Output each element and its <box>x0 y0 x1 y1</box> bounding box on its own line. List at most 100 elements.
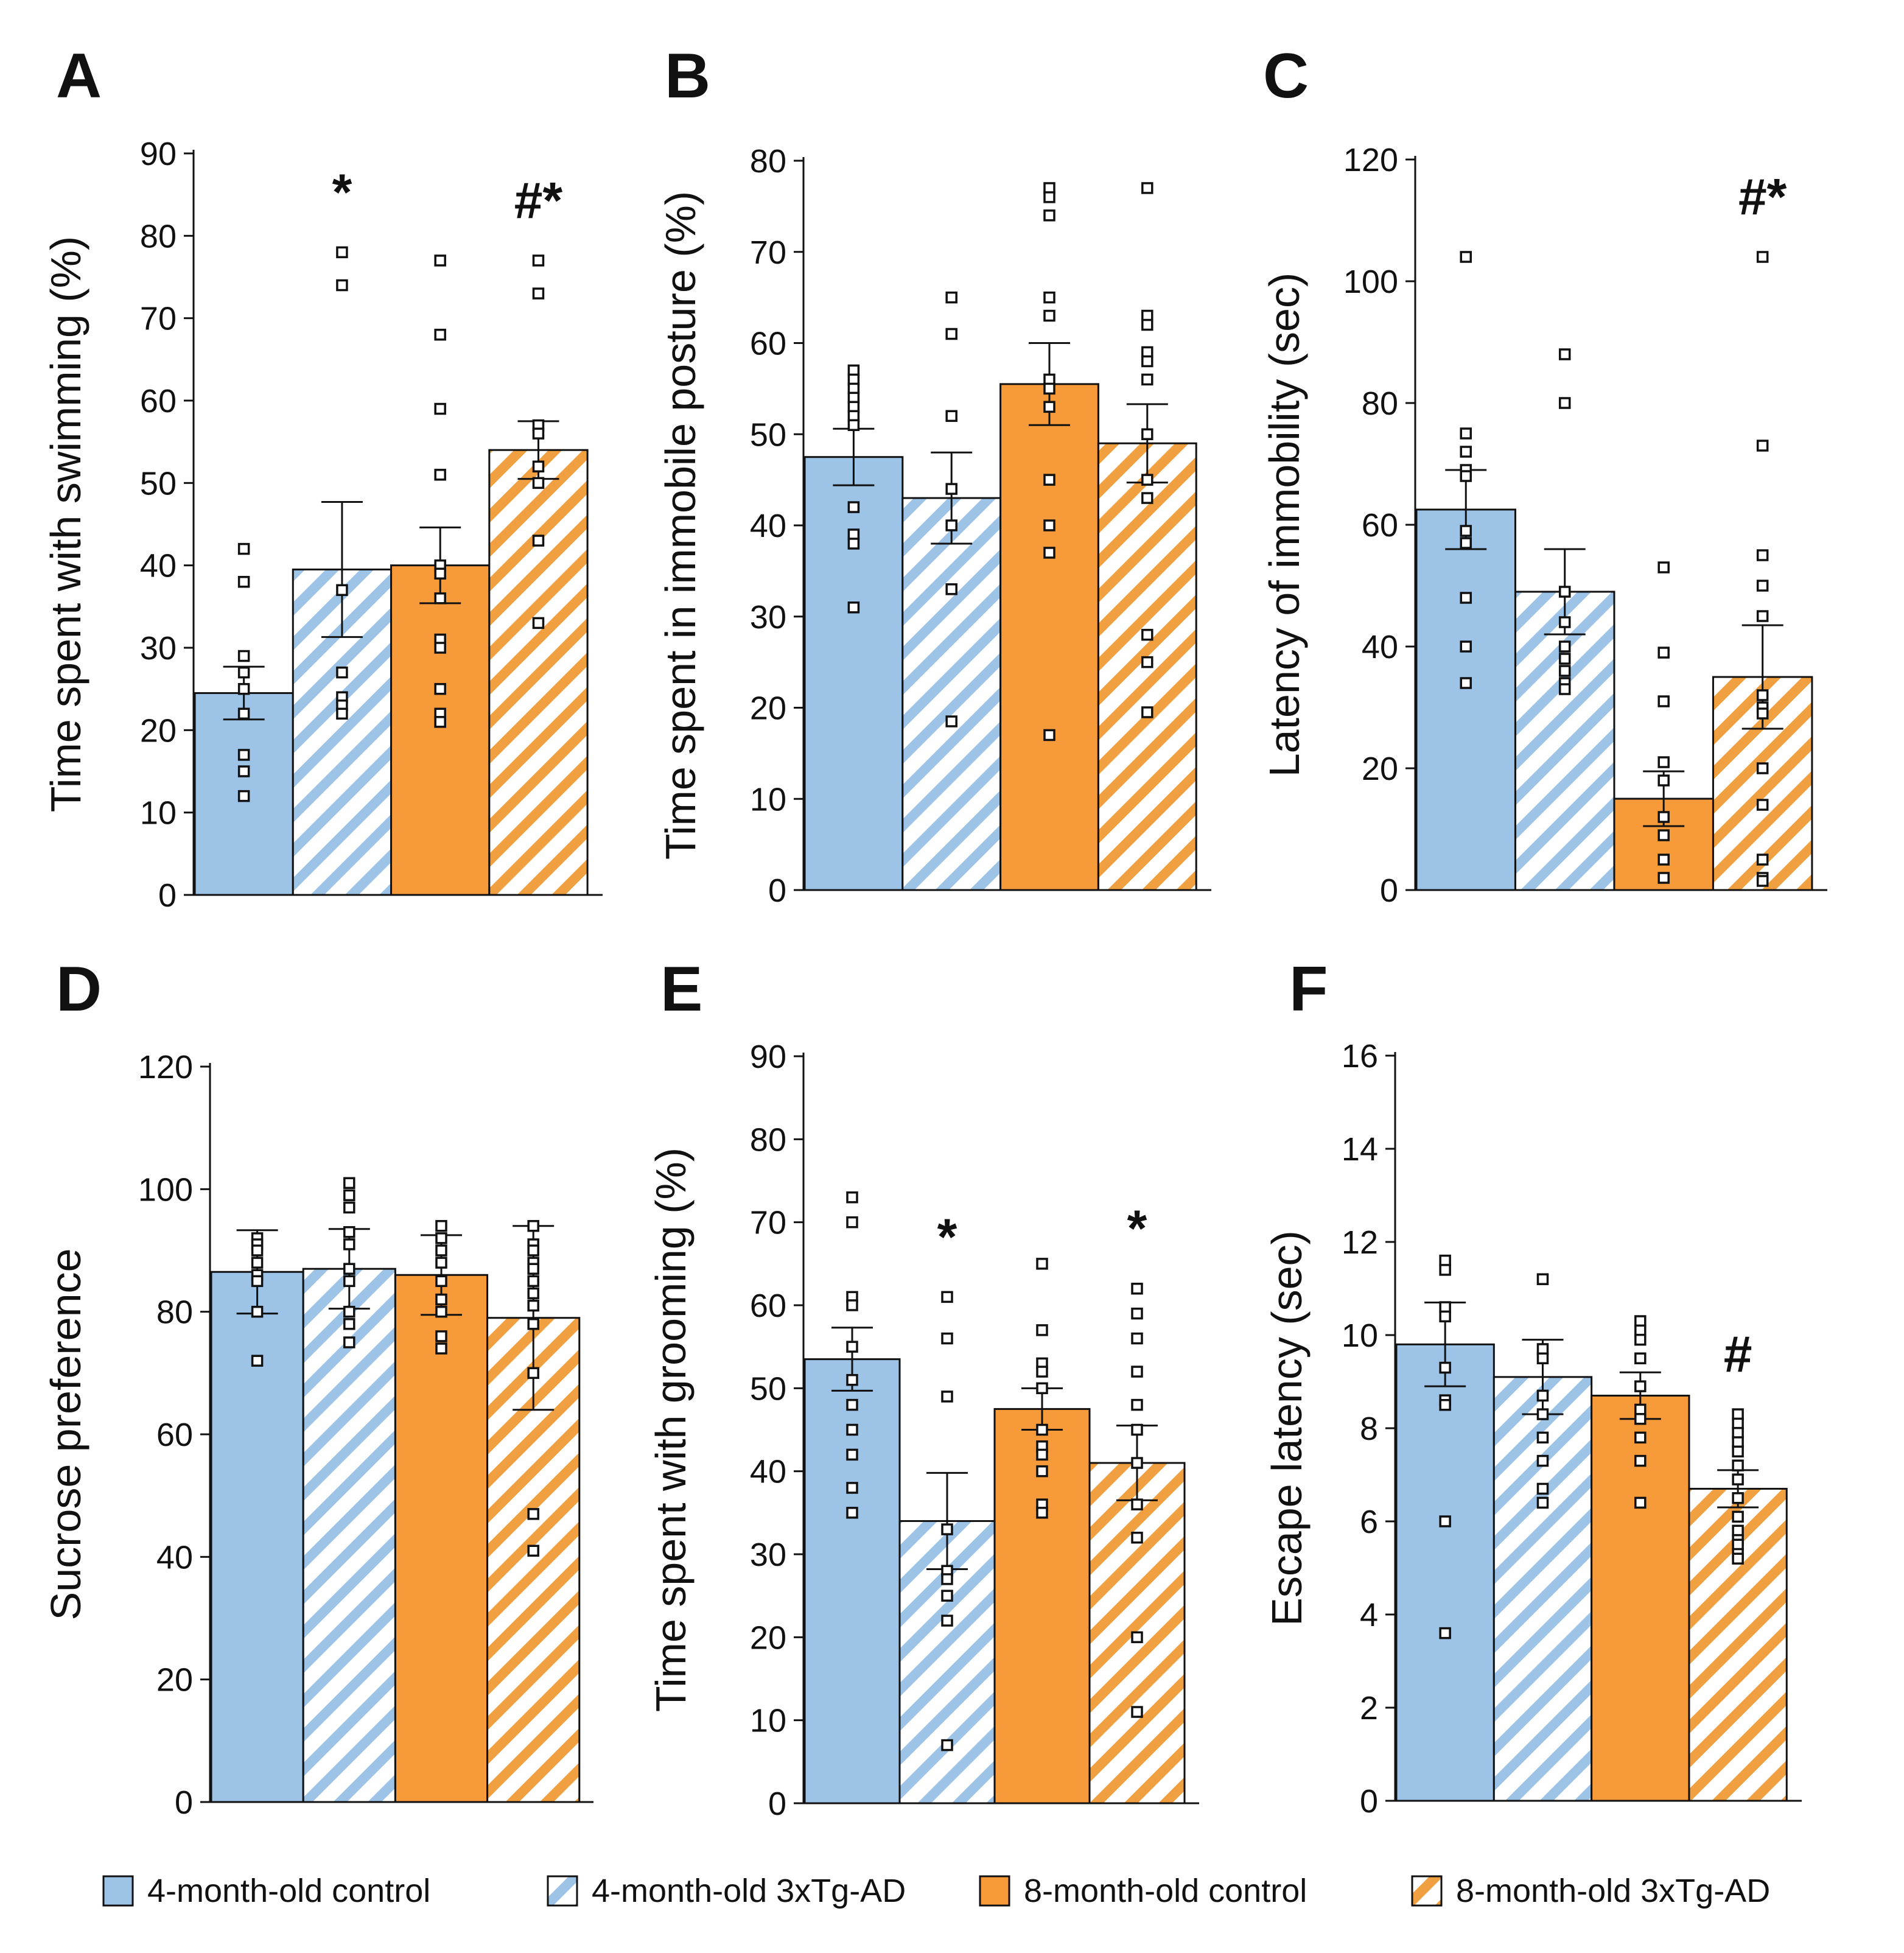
y-tick-label: 50 <box>140 465 177 502</box>
data-point <box>1036 1507 1048 1519</box>
data-point <box>1536 1482 1549 1495</box>
data-point <box>434 254 446 267</box>
data-point <box>1043 401 1055 413</box>
panel-label: A <box>56 41 102 111</box>
data-point <box>1558 397 1571 409</box>
legend-item-4: 8-month-old 3xTg-AD <box>1411 1873 1770 1909</box>
data-point <box>846 1423 858 1436</box>
data-point <box>1756 707 1769 720</box>
legend-item-3: 8-month-old control <box>979 1873 1307 1909</box>
data-point <box>1131 1498 1143 1510</box>
data-point <box>336 584 348 597</box>
data-point <box>1131 1457 1143 1469</box>
significance-marker: #* <box>514 172 563 229</box>
data-point <box>941 1615 953 1627</box>
data-point <box>945 583 957 595</box>
y-tick-label: 100 <box>1343 264 1398 300</box>
data-point <box>1460 640 1472 653</box>
y-tick-label: 40 <box>156 1539 193 1576</box>
data-point <box>847 419 860 432</box>
data-point <box>1036 1423 1048 1436</box>
data-point <box>1536 1454 1549 1467</box>
data-point <box>532 287 545 300</box>
y-tick-label: 60 <box>750 1288 786 1324</box>
y-tick-label: 10 <box>140 795 177 832</box>
data-point <box>527 1299 539 1312</box>
data-point <box>941 1590 953 1602</box>
y-tick-label: 80 <box>750 143 786 180</box>
data-point <box>434 402 446 415</box>
y-tick-label: 0 <box>158 877 177 914</box>
y-tick-label: 12 <box>1342 1224 1378 1261</box>
data-point <box>1043 519 1055 531</box>
data-point <box>237 707 250 720</box>
data-point <box>945 410 957 423</box>
data-point <box>1131 1423 1143 1436</box>
data-point <box>1131 1706 1143 1718</box>
panel-label: B <box>665 41 710 111</box>
y-tick-label: 40 <box>140 548 177 584</box>
data-point <box>336 279 348 292</box>
data-point <box>1657 647 1670 659</box>
data-point <box>941 1573 953 1585</box>
legend-item-2: 4-month-old 3xTg-AD <box>547 1873 906 1909</box>
panel-f: F Escape latency (sec) 0 2 4 6 8 10 12 14 16 # <box>1263 954 1802 1820</box>
data-point <box>1141 628 1153 641</box>
data-point <box>435 1342 447 1355</box>
data-point <box>435 1330 447 1342</box>
data-point <box>1756 762 1769 774</box>
data-point <box>343 1305 355 1318</box>
data-point <box>1141 492 1153 504</box>
y-tick-label: 100 <box>138 1171 193 1208</box>
data-point <box>527 1244 539 1257</box>
data-point <box>1634 1412 1647 1425</box>
data-point <box>1756 440 1769 452</box>
data-point <box>1732 1552 1744 1565</box>
data-point <box>1732 1510 1744 1523</box>
data-point <box>1657 561 1670 573</box>
data-point <box>527 1275 539 1288</box>
y-tick-label: 0 <box>768 872 786 909</box>
data-point <box>527 1287 539 1300</box>
y-tick-label: 30 <box>140 630 177 667</box>
y-tick-label: 0 <box>1380 872 1398 909</box>
data-point <box>1756 875 1769 887</box>
data-point <box>1732 1473 1744 1485</box>
data-point <box>251 1275 264 1288</box>
data-point <box>1036 1448 1048 1461</box>
y-tick-label: 0 <box>175 1784 193 1821</box>
data-point <box>343 1226 355 1238</box>
significance-marker: # <box>1724 1325 1752 1383</box>
y-axis-label: Escape latency (sec) <box>1263 1230 1311 1626</box>
data-point <box>941 1739 953 1751</box>
data-point <box>1657 854 1670 866</box>
data-point <box>1043 382 1055 395</box>
significance-marker: * <box>332 163 352 220</box>
data-point <box>237 749 250 761</box>
data-point <box>846 1299 858 1311</box>
data-point <box>1634 1333 1647 1346</box>
data-point <box>1043 209 1055 222</box>
data-point <box>847 601 860 614</box>
data-point <box>435 1219 447 1232</box>
data-point <box>1460 525 1472 537</box>
y-tick-label: 120 <box>1343 142 1398 178</box>
legend-item-1: 4-month-old control <box>102 1873 430 1909</box>
data-point <box>343 1238 355 1250</box>
bar-3 <box>390 564 491 896</box>
data-point <box>1536 1352 1549 1364</box>
y-tick-label: 60 <box>140 383 177 419</box>
data-point <box>1657 811 1670 823</box>
panel-a: A Time spent with swimming (%) 0 10 20 30 40 50… <box>42 41 603 914</box>
data-point <box>847 501 860 513</box>
data-point <box>1141 474 1153 486</box>
data-point <box>343 1201 355 1214</box>
legend-swatch <box>979 1875 1010 1907</box>
panel-label: C <box>1263 41 1309 111</box>
data-point <box>434 567 446 580</box>
data-point <box>343 1275 355 1288</box>
data-point <box>1439 1627 1451 1639</box>
legend: 4-month-old control 4-month-old 3xTg-AD 8-… <box>102 1873 1770 1909</box>
data-point <box>527 1367 539 1380</box>
y-tick-label: 10 <box>750 781 786 818</box>
